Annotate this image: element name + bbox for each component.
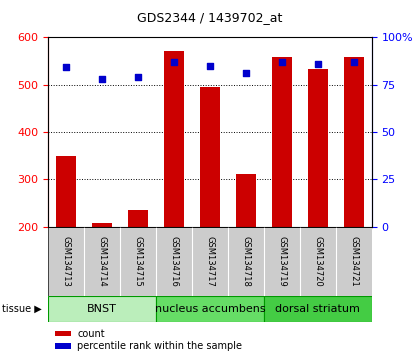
Text: GSM134718: GSM134718 — [241, 236, 250, 286]
Point — [63, 65, 70, 70]
Bar — [200, 87, 220, 227]
Bar — [128, 210, 148, 227]
Point — [207, 63, 213, 68]
Text: tissue ▶: tissue ▶ — [2, 304, 42, 314]
Text: GSM134721: GSM134721 — [349, 236, 358, 286]
Point — [135, 74, 142, 80]
Text: GSM134715: GSM134715 — [134, 236, 143, 286]
Text: GSM134719: GSM134719 — [277, 236, 286, 286]
Bar — [164, 51, 184, 227]
Text: GDS2344 / 1439702_at: GDS2344 / 1439702_at — [137, 11, 283, 24]
Text: GSM134720: GSM134720 — [313, 236, 322, 286]
Point — [99, 76, 105, 82]
Bar — [92, 223, 112, 227]
Text: percentile rank within the sample: percentile rank within the sample — [77, 341, 242, 352]
Text: dorsal striatum: dorsal striatum — [276, 304, 360, 314]
Text: GSM134716: GSM134716 — [170, 236, 178, 286]
Bar — [308, 69, 328, 227]
Text: GSM134714: GSM134714 — [98, 236, 107, 286]
Point — [315, 61, 321, 67]
Bar — [56, 155, 76, 227]
Text: BNST: BNST — [87, 304, 117, 314]
Bar — [272, 57, 292, 227]
Point — [243, 70, 249, 76]
Text: GSM134717: GSM134717 — [205, 236, 215, 286]
Point — [350, 59, 357, 65]
Bar — [156, 296, 264, 322]
Bar — [55, 331, 71, 336]
Bar — [264, 296, 372, 322]
Point — [171, 59, 177, 65]
Bar — [55, 343, 71, 349]
Bar — [344, 57, 364, 227]
Bar — [236, 173, 256, 227]
Point — [278, 59, 285, 65]
Text: count: count — [77, 329, 105, 339]
Text: GSM134713: GSM134713 — [62, 236, 71, 286]
Text: nucleus accumbens: nucleus accumbens — [155, 304, 265, 314]
Bar — [48, 296, 156, 322]
